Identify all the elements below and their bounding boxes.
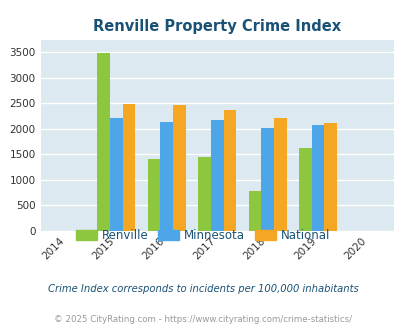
Bar	[311, 125, 324, 231]
Bar	[223, 110, 236, 231]
Bar	[160, 122, 173, 231]
Bar	[110, 118, 122, 231]
Bar	[298, 148, 311, 231]
Bar	[147, 158, 160, 231]
Bar	[97, 53, 110, 231]
Title: Renville Property Crime Index: Renville Property Crime Index	[93, 19, 341, 34]
Bar	[198, 157, 210, 231]
Bar	[261, 128, 273, 231]
Bar	[210, 120, 223, 231]
Legend: Renville, Minnesota, National: Renville, Minnesota, National	[71, 224, 334, 247]
Text: © 2025 CityRating.com - https://www.cityrating.com/crime-statistics/: © 2025 CityRating.com - https://www.city…	[54, 315, 351, 324]
Bar	[173, 106, 185, 231]
Bar	[273, 118, 286, 231]
Bar	[122, 104, 135, 231]
Text: Crime Index corresponds to incidents per 100,000 inhabitants: Crime Index corresponds to incidents per…	[47, 284, 358, 294]
Bar	[248, 191, 261, 231]
Bar	[324, 123, 336, 231]
